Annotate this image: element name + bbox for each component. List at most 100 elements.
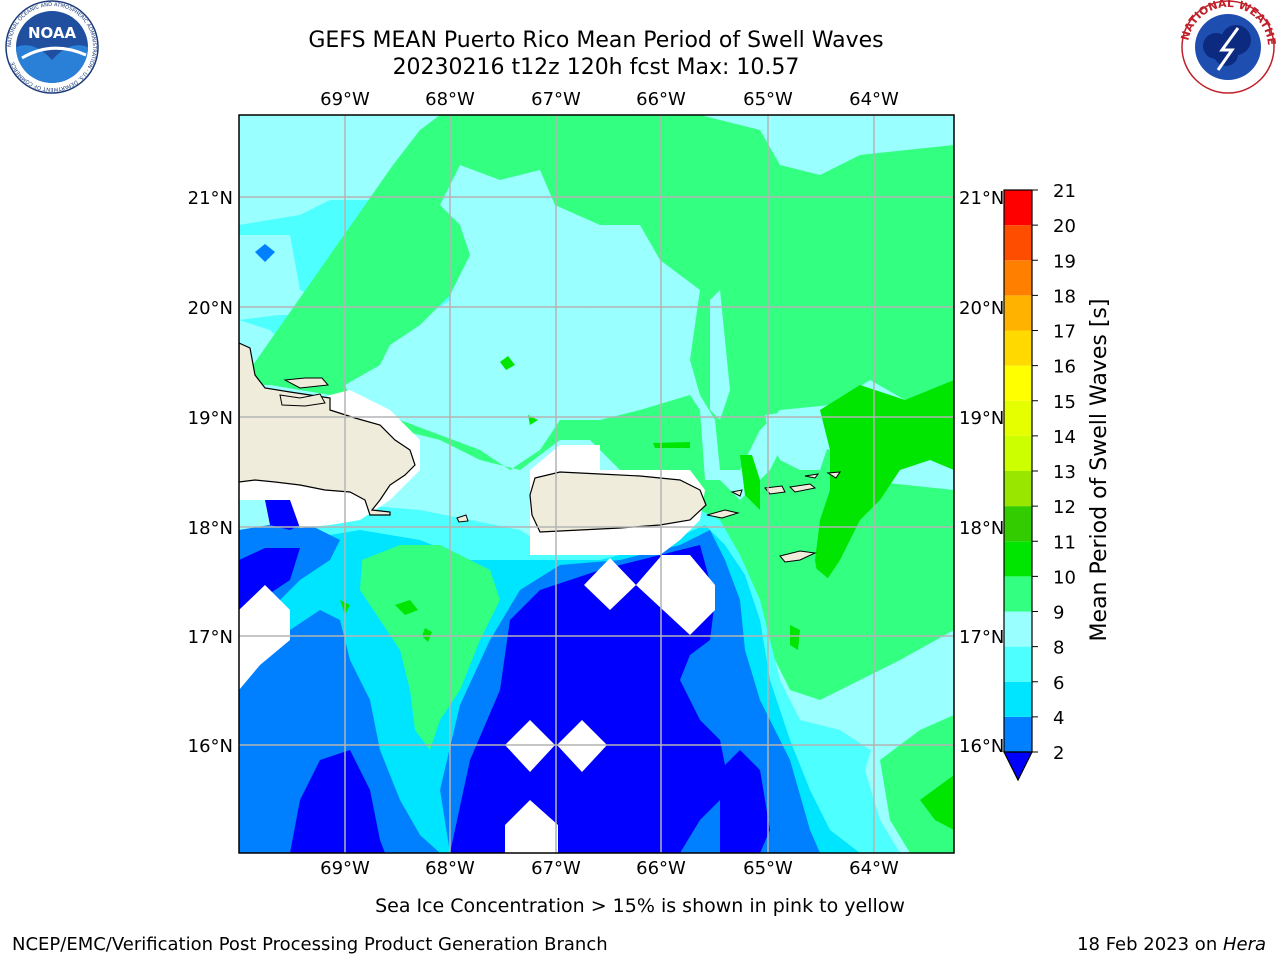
lat-label-left: 16°N <box>188 736 233 757</box>
colorbar-tick-label: 2 <box>1053 743 1064 764</box>
land-virgin-gorda <box>826 471 841 479</box>
lat-label-left: 18°N <box>188 518 233 539</box>
colorbar-tick-label: 10 <box>1053 567 1076 588</box>
lon-label-bottom: 66°W <box>636 858 686 879</box>
land-tortola <box>804 473 820 479</box>
colorbar-segment <box>1004 435 1032 471</box>
colorbar-segment <box>1004 225 1032 261</box>
colorbar-tick-label: 16 <box>1053 357 1076 378</box>
colorbar-tick-label: 17 <box>1053 322 1076 343</box>
lat-label-right: 19°N <box>959 408 1004 429</box>
lat-label-right: 17°N <box>959 627 1004 648</box>
colorbar-segment <box>1004 260 1032 296</box>
footer-note: Sea Ice Concentration > 15% is shown in … <box>375 895 905 917</box>
contour-9-10-north <box>239 115 954 700</box>
land-puerto-rico <box>529 471 707 533</box>
colorbar-segment <box>1004 576 1032 612</box>
colorbar-tick-label: 14 <box>1053 427 1076 448</box>
title-line-1: GEFS MEAN Puerto Rico Mean Period of Swe… <box>308 28 883 53</box>
lat-label-left: 19°N <box>188 408 233 429</box>
colorbar-segment <box>1004 190 1032 226</box>
contour-8-9-channel <box>710 290 730 420</box>
lat-label-right: 20°N <box>959 298 1004 319</box>
contour-10-11-ne <box>815 380 954 590</box>
lon-label-bottom: 67°W <box>531 858 581 879</box>
land-north-cays <box>283 377 329 389</box>
gridlines <box>239 115 954 853</box>
colorbar-tick-label: 11 <box>1053 532 1076 553</box>
colorbar-segment <box>1004 681 1032 717</box>
contour-8-9-ne <box>775 120 870 170</box>
lon-label-top: 67°W <box>531 89 581 110</box>
colorbar-segment <box>1004 400 1032 436</box>
mask-south-3 <box>505 720 555 772</box>
lon-label-bottom: 68°W <box>425 858 475 879</box>
lat-label-right: 21°N <box>959 188 1004 209</box>
contour-10-11-sw-1 <box>395 600 418 615</box>
contour-10-11-dot-1 <box>500 356 515 370</box>
lon-label-bottom: 69°W <box>320 858 370 879</box>
contour-below-2-se <box>720 750 770 853</box>
land-st-croix <box>779 550 817 563</box>
colorbar: 2 4 6 8 9 10 11 12 13 14 15 16 17 18 19 20 21 <box>1003 181 1076 782</box>
lon-label-bottom: 64°W <box>849 858 899 879</box>
colorbar-segment <box>1004 716 1032 752</box>
contour-10-11-sw-2 <box>422 628 432 642</box>
colorbar-tick-label: 12 <box>1053 497 1076 518</box>
colorbar-segment <box>1004 365 1032 401</box>
lat-label-left: 20°N <box>188 298 233 319</box>
lon-label-top: 69°W <box>320 89 370 110</box>
colorbar-tick-label: 9 <box>1053 603 1064 624</box>
lat-label-right: 16°N <box>959 736 1004 757</box>
contour-below-2-w <box>239 548 300 610</box>
credit-right-system: Hera <box>1223 934 1266 955</box>
contour-10-11-se-dot <box>790 625 800 650</box>
credit-right: 18 Feb 2023 on Hera <box>1077 934 1266 955</box>
credit-left: NCEP/EMC/Verification Post Processing Pr… <box>12 934 608 955</box>
lon-label-top: 64°W <box>849 89 899 110</box>
noaa-logo: NOAA NATIONAL OCEANIC AND ATMOSPHERIC AD… <box>5 0 99 94</box>
lon-label-top: 68°W <box>425 89 475 110</box>
contour-2-4-spot <box>255 244 275 262</box>
colorbar-tick-label: 8 <box>1053 638 1064 659</box>
contour-10-11-dot-2 <box>653 442 690 448</box>
contour-9-10-se <box>760 500 954 690</box>
contour-2-4-sw <box>239 610 440 853</box>
mask-south-5 <box>505 800 558 853</box>
mask-south-1 <box>584 558 636 610</box>
contour-8-9-vi <box>765 410 830 470</box>
contour-below-2-sw <box>290 750 385 853</box>
land-culebra <box>730 489 743 497</box>
noaa-logo-text: NOAA <box>28 24 77 42</box>
colorbar-tick-label: 6 <box>1053 673 1064 694</box>
colorbar-segment <box>1004 506 1032 542</box>
colorbar-tick-label: 15 <box>1053 392 1076 413</box>
axis-labels: 69°W 69°W 68°W 68°W 67°W 67°W 66°W 66°W 65°W 65°W… <box>188 89 1005 879</box>
contour-below-2-south <box>450 545 730 853</box>
colorbar-tick-label: 20 <box>1053 216 1076 237</box>
colorbar-label: Mean Period of Swell Waves [s] <box>1087 299 1112 642</box>
land-st-john <box>788 483 817 493</box>
mask-west <box>239 585 290 690</box>
map-panel <box>239 115 954 853</box>
lat-label-left: 21°N <box>188 188 233 209</box>
colorbar-tick-label: 13 <box>1053 462 1076 483</box>
colorbar-tick-label: 21 <box>1053 181 1076 202</box>
contour-10-11-se <box>920 775 954 830</box>
mask-south-2 <box>636 555 715 635</box>
land-tortuga <box>279 393 326 407</box>
colorbar-segment <box>1004 646 1032 682</box>
colorbar-tick-label: 4 <box>1053 708 1064 729</box>
title-line-2: 20230216 t12z 120h fcst Max: 10.57 <box>393 55 800 80</box>
colorbar-segment <box>1004 611 1032 647</box>
land-hispaniola <box>239 342 416 516</box>
colorbar-segment <box>1004 295 1032 331</box>
contour-9-10-sw <box>360 545 500 750</box>
colorbar-tick-label: 19 <box>1053 251 1076 272</box>
land-mona <box>456 514 469 523</box>
lon-label-top: 66°W <box>636 89 686 110</box>
lon-label-top: 65°W <box>743 89 793 110</box>
mask-south-4 <box>557 720 607 772</box>
map-frame <box>238 114 955 854</box>
